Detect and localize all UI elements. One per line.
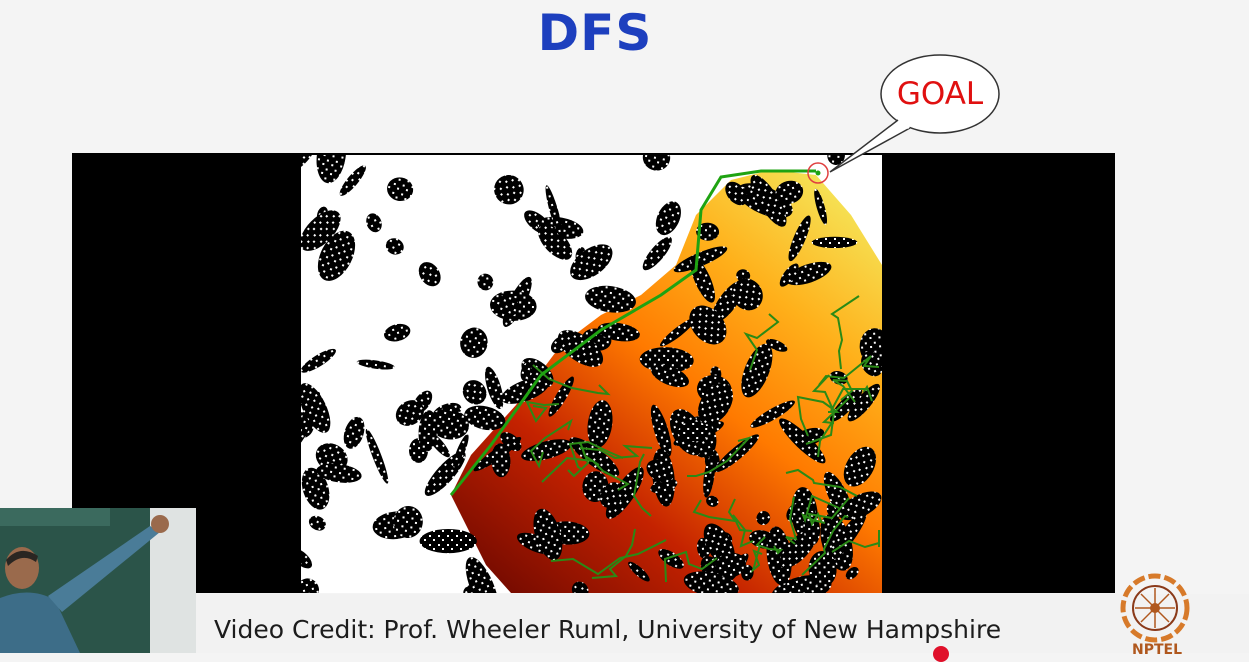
- maze-visualization: [301, 155, 882, 593]
- video-credit-caption: Video Credit: Prof. Wheeler Ruml, Univer…: [214, 615, 1114, 644]
- nptel-logo-text: NPTEL: [1117, 643, 1197, 657]
- goal-label: GOAL: [881, 76, 999, 112]
- nptel-logo: [1115, 568, 1195, 653]
- obstacle-blob: [812, 237, 858, 248]
- obstacle-blob: [678, 422, 708, 442]
- laser-pointer-dot: [933, 646, 949, 662]
- obstacle-blob: [420, 529, 477, 553]
- goal-callout: [790, 50, 1020, 185]
- presenter-video: [0, 508, 196, 653]
